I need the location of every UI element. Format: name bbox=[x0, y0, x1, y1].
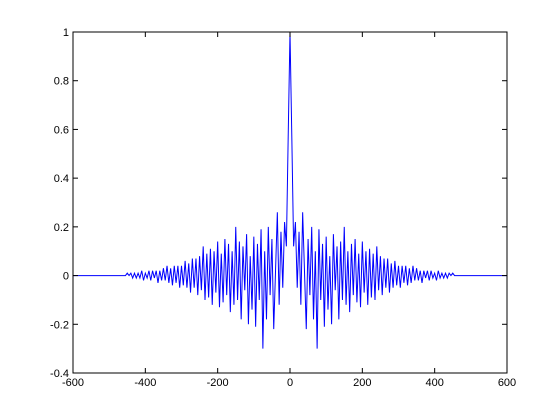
x-tick-label: 200 bbox=[353, 377, 371, 389]
y-tick-label: 0 bbox=[63, 271, 69, 283]
x-tick-label: 600 bbox=[498, 377, 516, 389]
y-tick-label: 0.6 bbox=[54, 124, 69, 136]
x-tick-label: -200 bbox=[207, 377, 229, 389]
y-tick-label: 0.2 bbox=[54, 222, 69, 234]
x-tick-label: -400 bbox=[134, 377, 156, 389]
x-tick-label: -600 bbox=[62, 377, 84, 389]
y-tick-label: -0.4 bbox=[50, 368, 69, 380]
x-tick-label: 0 bbox=[287, 377, 293, 389]
x-tick-label: 400 bbox=[425, 377, 443, 389]
y-tick-label: 0.4 bbox=[54, 173, 69, 185]
plot-area bbox=[73, 32, 507, 373]
y-tick-label: -0.2 bbox=[50, 319, 69, 331]
y-tick-label: 0.8 bbox=[54, 76, 69, 88]
y-tick-label: 1 bbox=[63, 27, 69, 39]
